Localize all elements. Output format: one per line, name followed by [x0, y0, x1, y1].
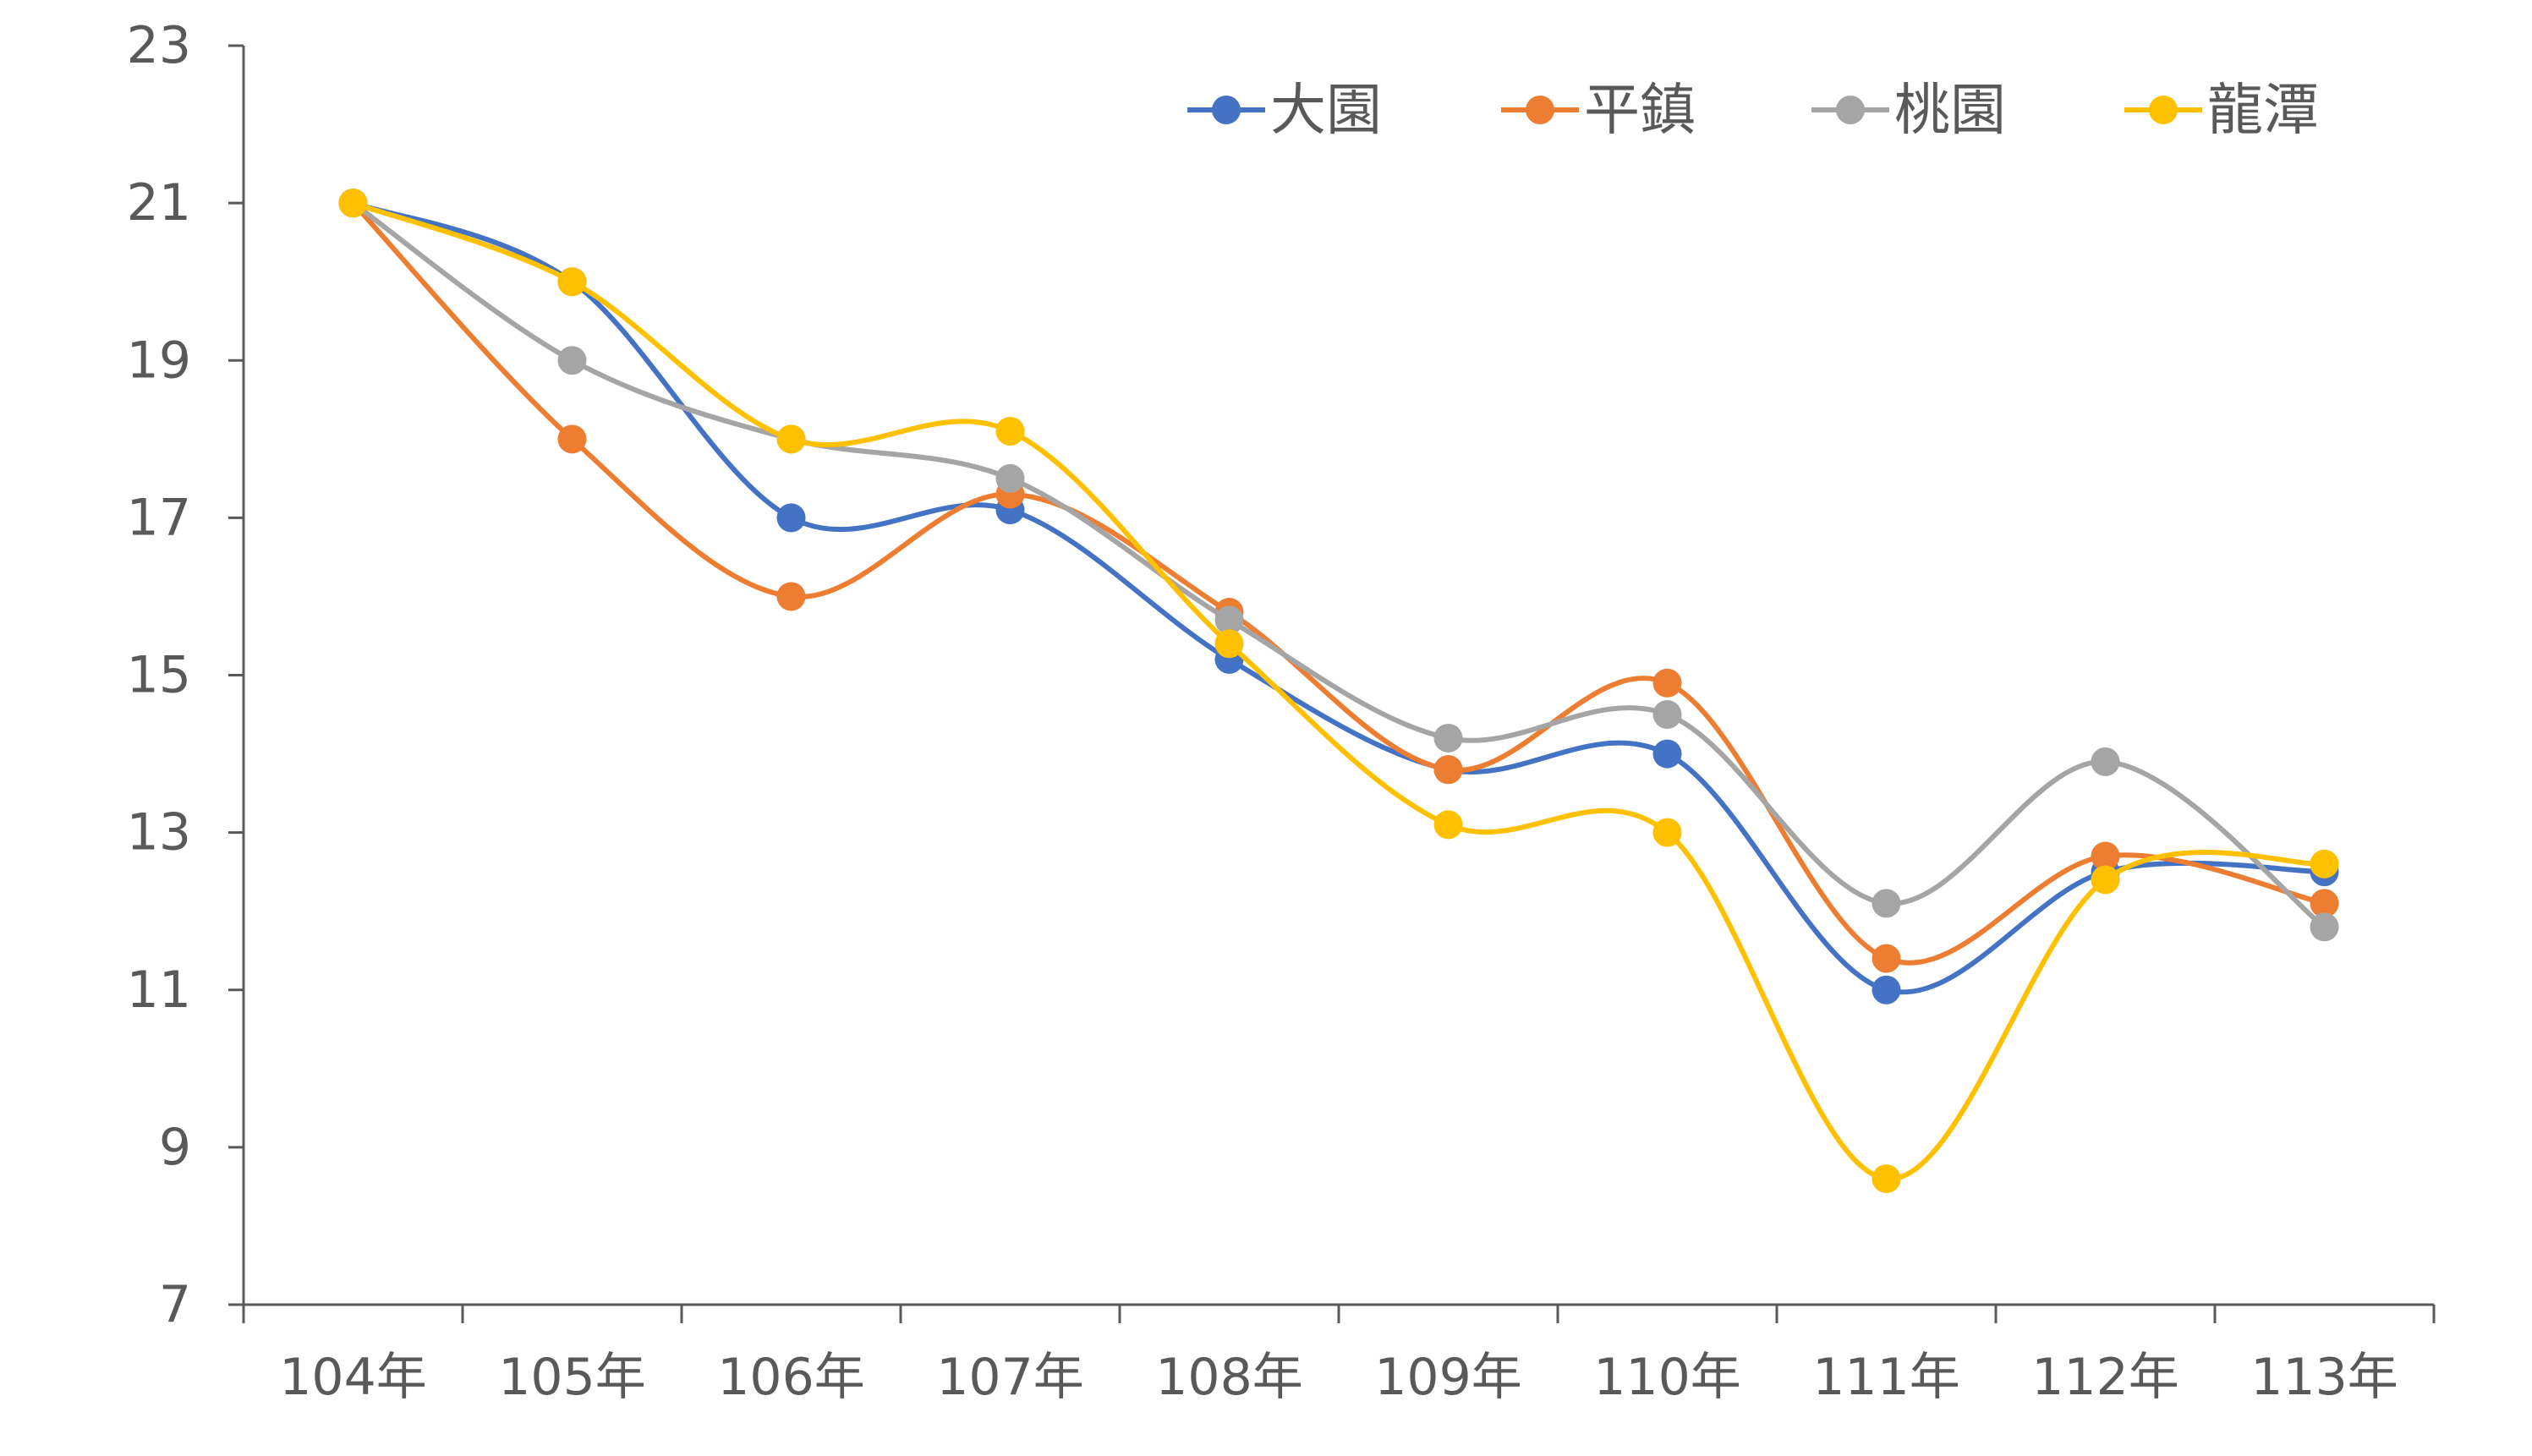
legend-label: 龍潭: [2207, 78, 2319, 143]
data-point: [2310, 912, 2339, 942]
data-point: [2091, 747, 2120, 776]
series-2: [338, 189, 2339, 973]
data-point: [1652, 668, 1682, 698]
x-tick-label: 105年: [498, 1348, 646, 1407]
x-tick-label: 113年: [2250, 1348, 2398, 1407]
data-point: [1433, 723, 1463, 753]
data-point: [776, 424, 806, 454]
y-tick-label: 7: [159, 1275, 191, 1334]
data-point: [1872, 889, 1901, 918]
data-point: [557, 267, 587, 297]
series-line: [350, 200, 2327, 995]
data-point: [1872, 944, 1901, 973]
data-point: [2091, 841, 2120, 871]
data-point: [776, 582, 806, 611]
data-point: [1652, 739, 1682, 769]
data-point: [1433, 810, 1463, 840]
series-1: [338, 189, 2339, 1004]
y-tick-label: 19: [127, 331, 191, 390]
data-point: [1652, 818, 1682, 847]
data-point: [1872, 975, 1901, 1004]
x-tick-label: 106年: [717, 1348, 865, 1407]
y-tick-label: 15: [127, 646, 191, 705]
data-point: [557, 424, 587, 454]
data-point: [1214, 605, 1244, 635]
data-point: [776, 503, 806, 533]
data-point: [1214, 629, 1244, 659]
y-tick-label: 17: [127, 488, 191, 547]
series-layer: [338, 189, 2339, 1194]
data-point: [2091, 865, 2120, 895]
x-tick-label: 104年: [279, 1348, 427, 1407]
series-line: [350, 200, 2327, 930]
legend-marker: [1836, 96, 1865, 124]
series-line: [350, 200, 2327, 1182]
legend-item: 平鎮: [1501, 78, 1696, 143]
legend-marker: [2149, 96, 2178, 124]
y-tick-label: 23: [127, 16, 191, 75]
x-tick-label: 107年: [936, 1348, 1084, 1407]
data-point: [1872, 1164, 1901, 1194]
legend-marker: [1526, 96, 1554, 124]
legend: 大園 平鎮 桃園 龍潭: [1187, 78, 2319, 143]
legend-label: 平鎮: [1584, 78, 1696, 143]
series-3: [338, 189, 2339, 942]
x-tick-label: 110年: [1593, 1348, 1741, 1407]
data-point: [557, 346, 587, 375]
x-tick-label: 108年: [1155, 1348, 1303, 1407]
data-point: [995, 417, 1025, 446]
x-tick-label: 111年: [1812, 1348, 1960, 1407]
legend-label: 桃園: [1894, 78, 2006, 143]
legend-marker: [1212, 96, 1241, 124]
data-point: [2310, 889, 2339, 918]
series-4: [338, 189, 2339, 1194]
legend-item: 桃園: [1811, 78, 2006, 143]
legend-label: 大園: [1270, 78, 1382, 143]
data-point: [2310, 849, 2339, 879]
data-point: [338, 189, 368, 218]
y-tick-label: 21: [127, 173, 191, 233]
x-tick-label: 109年: [1374, 1348, 1522, 1407]
legend-item: 龍潭: [2124, 78, 2319, 143]
data-point: [1652, 700, 1682, 730]
y-tick-label: 13: [127, 803, 191, 862]
data-point: [995, 463, 1025, 493]
data-point: [1433, 755, 1463, 785]
x-tick-label: 112年: [2031, 1348, 2179, 1407]
legend-item: 大園: [1187, 78, 1382, 143]
y-tick-label: 9: [159, 1118, 191, 1177]
y-tick-label: 11: [127, 961, 191, 1020]
axes: 7 9 11 13 15 17 19 21 23 104年 105年 106年 107年 108年 109年…: [127, 16, 2436, 1407]
series-line: [350, 200, 2327, 966]
